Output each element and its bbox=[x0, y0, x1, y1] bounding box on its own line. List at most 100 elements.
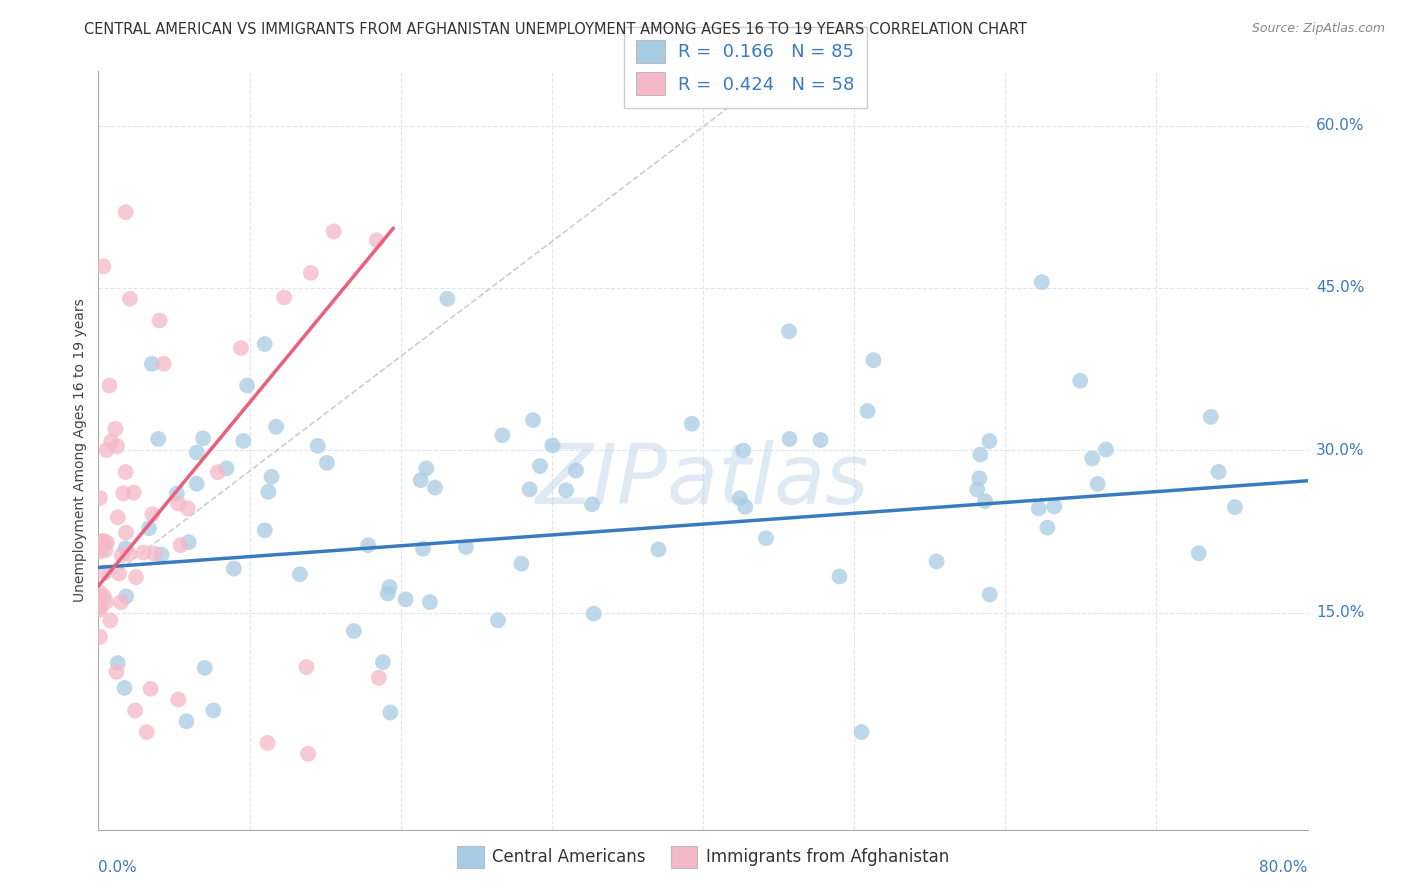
Point bbox=[1036, 521, 1059, 535]
Point bbox=[122, 485, 145, 500]
Point bbox=[371, 655, 394, 669]
Point bbox=[98, 378, 121, 392]
Point bbox=[167, 496, 190, 510]
Text: Source: ZipAtlas.com: Source: ZipAtlas.com bbox=[1251, 22, 1385, 36]
Point bbox=[297, 747, 319, 761]
Point bbox=[89, 585, 111, 599]
Point bbox=[105, 665, 128, 679]
Point bbox=[91, 260, 114, 274]
Point bbox=[779, 432, 801, 446]
Point bbox=[118, 547, 141, 561]
Point bbox=[94, 566, 117, 580]
Point bbox=[810, 433, 832, 447]
Point bbox=[215, 461, 238, 475]
Point bbox=[89, 602, 111, 616]
Text: 15.0%: 15.0% bbox=[1316, 606, 1364, 621]
Text: 45.0%: 45.0% bbox=[1316, 280, 1364, 295]
Point bbox=[98, 614, 121, 628]
Point bbox=[436, 292, 458, 306]
Y-axis label: Unemployment Among Ages 16 to 19 years: Unemployment Among Ages 16 to 19 years bbox=[73, 299, 87, 602]
Point bbox=[186, 476, 208, 491]
Point bbox=[202, 703, 225, 717]
Point bbox=[519, 483, 541, 497]
Point bbox=[253, 524, 276, 538]
Point bbox=[132, 545, 155, 559]
Point bbox=[377, 587, 399, 601]
Point bbox=[1223, 500, 1246, 515]
Point bbox=[124, 703, 146, 717]
Point bbox=[177, 535, 200, 549]
Point bbox=[288, 567, 311, 582]
Point bbox=[111, 549, 134, 563]
Point bbox=[176, 714, 198, 729]
Point bbox=[755, 531, 778, 545]
Point bbox=[118, 292, 141, 306]
Point bbox=[135, 725, 157, 739]
Point bbox=[1188, 546, 1211, 560]
Point bbox=[141, 357, 163, 371]
Point bbox=[138, 521, 160, 535]
Point bbox=[96, 535, 118, 549]
Text: 80.0%: 80.0% bbox=[1260, 860, 1308, 875]
Point bbox=[969, 471, 991, 485]
Point bbox=[925, 554, 948, 568]
Point bbox=[541, 438, 564, 452]
Point bbox=[357, 538, 380, 552]
Point bbox=[969, 448, 991, 462]
Point bbox=[110, 595, 132, 609]
Point bbox=[256, 736, 278, 750]
Point bbox=[141, 507, 163, 521]
Point bbox=[974, 494, 997, 508]
Point bbox=[856, 404, 879, 418]
Point bbox=[89, 491, 111, 505]
Point bbox=[1043, 500, 1066, 514]
Point bbox=[176, 501, 198, 516]
Point bbox=[491, 428, 513, 442]
Point bbox=[419, 595, 441, 609]
Point bbox=[191, 431, 214, 445]
Point bbox=[104, 422, 127, 436]
Point bbox=[96, 595, 118, 609]
Point bbox=[207, 465, 229, 479]
Point bbox=[89, 594, 111, 608]
Point bbox=[1081, 451, 1104, 466]
Point bbox=[232, 434, 254, 448]
Point bbox=[367, 671, 389, 685]
Legend: Central Americans, Immigrants from Afghanistan: Central Americans, Immigrants from Afgha… bbox=[450, 839, 956, 874]
Point bbox=[229, 341, 252, 355]
Point bbox=[734, 500, 756, 514]
Point bbox=[152, 357, 174, 371]
Point bbox=[316, 456, 339, 470]
Point bbox=[394, 592, 416, 607]
Point bbox=[565, 463, 588, 477]
Point bbox=[93, 590, 115, 604]
Point bbox=[107, 656, 129, 670]
Point bbox=[647, 542, 669, 557]
Point bbox=[89, 630, 111, 644]
Text: CENTRAL AMERICAN VS IMMIGRANTS FROM AFGHANISTAN UNEMPLOYMENT AMONG AGES 16 TO 19: CENTRAL AMERICAN VS IMMIGRANTS FROM AFGH… bbox=[84, 22, 1028, 37]
Point bbox=[114, 541, 136, 556]
Point bbox=[89, 600, 111, 615]
Point bbox=[454, 540, 477, 554]
Point bbox=[96, 442, 118, 457]
Point bbox=[380, 706, 402, 720]
Point bbox=[979, 434, 1001, 448]
Point bbox=[253, 337, 276, 351]
Point bbox=[273, 290, 295, 304]
Point bbox=[94, 536, 117, 550]
Point bbox=[322, 224, 344, 238]
Point bbox=[1208, 465, 1230, 479]
Point bbox=[143, 547, 166, 561]
Point bbox=[186, 445, 208, 459]
Point bbox=[257, 484, 280, 499]
Point bbox=[105, 439, 128, 453]
Point bbox=[733, 443, 755, 458]
Point bbox=[100, 434, 122, 449]
Point bbox=[966, 483, 988, 497]
Point bbox=[862, 353, 884, 368]
Point bbox=[555, 483, 578, 498]
Point bbox=[94, 543, 117, 558]
Point bbox=[91, 534, 114, 549]
Point bbox=[581, 497, 603, 511]
Point bbox=[167, 692, 190, 706]
